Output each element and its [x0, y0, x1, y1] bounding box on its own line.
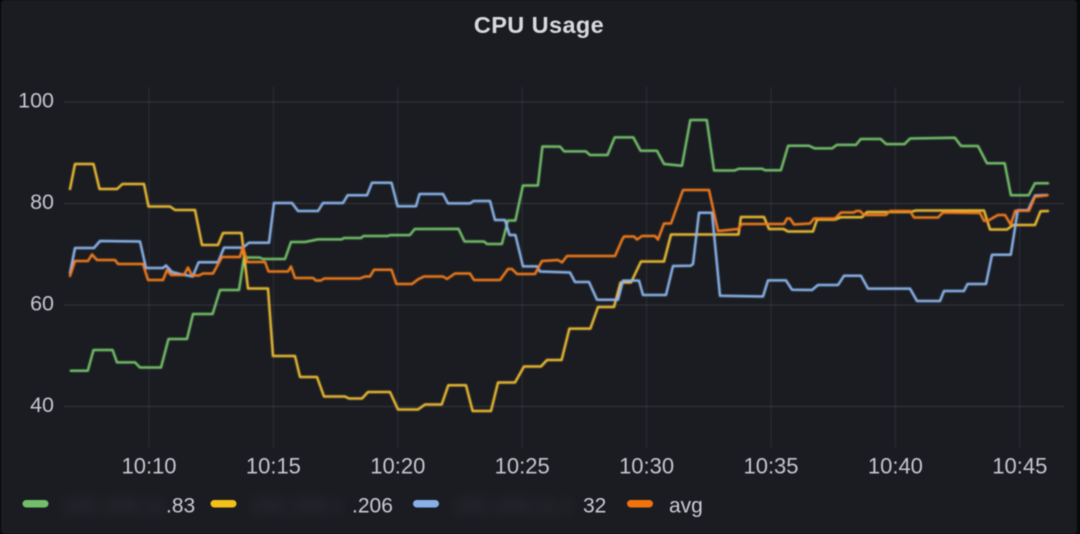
svg-text:192.168.11: 192.168.11 — [62, 495, 166, 518]
svg-text:10:20: 10:20 — [370, 454, 425, 479]
svg-text:10:10: 10:10 — [121, 454, 176, 479]
svg-text:60: 60 — [30, 292, 54, 316]
svg-text:.83: .83 — [166, 495, 195, 518]
svg-text:32: 32 — [583, 495, 606, 518]
svg-text:10:40: 10:40 — [868, 454, 923, 479]
svg-text:10:15: 10:15 — [246, 454, 301, 479]
svg-text:10:45: 10:45 — [992, 454, 1047, 479]
svg-text:100: 100 — [18, 89, 54, 113]
svg-text:40: 40 — [30, 393, 54, 417]
svg-text:10:30: 10:30 — [619, 454, 674, 479]
svg-text:10:25: 10:25 — [495, 454, 550, 479]
svg-text:.206: .206 — [352, 495, 393, 518]
svg-text:80: 80 — [30, 190, 54, 214]
svg-text:avg: avg — [669, 495, 703, 518]
svg-text:192.168.1: 192.168.1 — [250, 495, 343, 518]
svg-text:10:35: 10:35 — [743, 454, 798, 479]
svg-text:192.168.11.1: 192.168.11.1 — [453, 495, 574, 518]
